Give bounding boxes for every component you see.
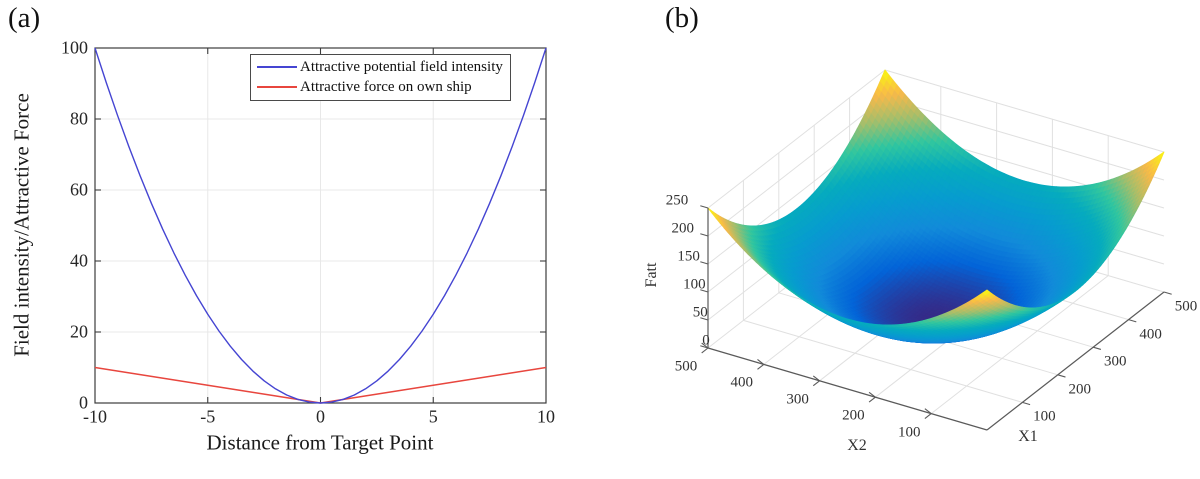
y-tick-label-a: 20: [70, 321, 88, 342]
y-tick-label-a: 60: [70, 179, 88, 200]
x1-axis-title-b: X1: [1018, 428, 1038, 445]
legend-label-force: Attractive force on own ship: [300, 78, 472, 95]
surface-b-canvas: [600, 0, 1200, 479]
y-tick-label-a: 100: [61, 37, 88, 58]
z-tick-label-b: 250: [665, 192, 689, 209]
x-tick-label-a: 0: [316, 406, 325, 427]
legend-entry-potential: Attractive potential field intensity: [257, 57, 503, 77]
x2-tick-label-b: 400: [730, 374, 754, 391]
x-tick-label-a: 10: [537, 406, 555, 427]
x2-tick-label-b: 300: [786, 391, 809, 408]
x-tick-label-a: -5: [200, 406, 216, 427]
y-tick-label-a: 80: [70, 108, 88, 129]
x2-tick-label-b: 200: [842, 407, 865, 424]
figure-b: (b) X1 X2 Fatt 100 200 300 400 500 100 200 300 4…: [600, 0, 1200, 479]
legend-a: Attractive potential field intensity Att…: [250, 54, 511, 101]
x2-tick-label-b: 100: [897, 424, 921, 441]
x-tick-label-a: -10: [83, 406, 107, 427]
legend-label-potential: Attractive potential field intensity: [300, 58, 503, 75]
z-tick-label-b: 50: [692, 304, 708, 321]
legend-line-blue-icon: [257, 66, 297, 68]
y-tick-label-a: 0: [79, 392, 88, 413]
x1-tick-label-b: 400: [1139, 326, 1162, 343]
z-tick-label-b: 100: [683, 276, 706, 293]
y-axis-title-a: Field intensity/Attractive Force: [9, 93, 34, 357]
x1-tick-label-b: 500: [1174, 298, 1198, 315]
x-tick-label-a: 5: [428, 406, 438, 427]
legend-line-red-icon: [257, 86, 297, 88]
panel-b-label: (b): [665, 2, 699, 34]
legend-entry-force: Attractive force on own ship: [257, 77, 503, 97]
x2-tick-label-b: 500: [674, 358, 698, 375]
figure-a: (a) Distance from Target Point Field int…: [0, 0, 600, 479]
x1-tick-label-b: 200: [1068, 381, 1092, 398]
x1-tick-label-b: 100: [1033, 408, 1056, 425]
z-tick-label-b: 0: [702, 332, 710, 349]
z-tick-label-b: 200: [671, 220, 695, 237]
x-axis-title-a: Distance from Target Point: [206, 430, 434, 455]
z-axis-title-b: Fatt: [643, 262, 660, 288]
z-tick-label-b: 150: [677, 248, 700, 265]
y-tick-label-a: 40: [70, 250, 88, 271]
x1-tick-label-b: 300: [1103, 353, 1127, 370]
x2-axis-title-b: X2: [847, 437, 867, 454]
panel-a-label: (a): [8, 2, 41, 34]
